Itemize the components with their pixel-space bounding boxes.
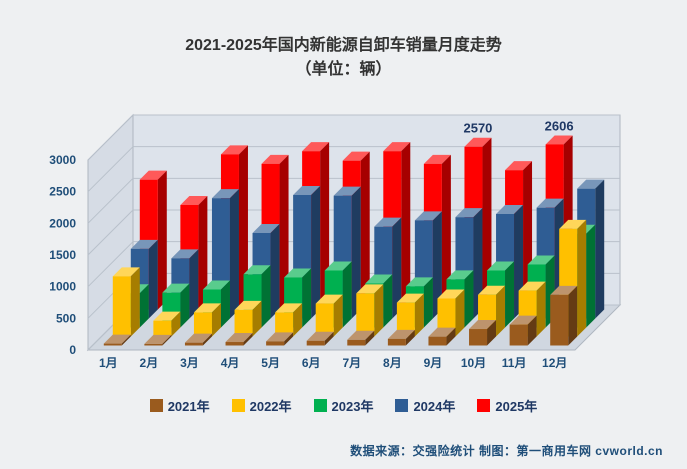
bar-2021年-11月 xyxy=(509,324,528,346)
bar-2021年-8月 xyxy=(387,338,406,346)
bar-2022年-9月 xyxy=(437,298,456,337)
axis-tick-label: 1月 xyxy=(99,356,118,370)
bar-2022年-1月 xyxy=(112,276,131,337)
legend-item-2021年: 2021年 xyxy=(149,396,210,415)
axis-tick-label: 4月 xyxy=(221,356,240,370)
bar-data-label: 2606 xyxy=(545,118,574,133)
bar-2021年-5月 xyxy=(266,341,285,346)
legend-label: 2021年 xyxy=(167,399,210,414)
legend-item-2023年: 2023年 xyxy=(313,396,374,415)
axis-tick-label: 3月 xyxy=(180,356,199,370)
legend-item-2024年: 2024年 xyxy=(395,396,455,415)
bar-2022年-3月 xyxy=(193,312,212,337)
axis-tick-label: 10月 xyxy=(461,356,486,370)
bar-2022年-8月 xyxy=(396,302,415,337)
axis-tick-label: 1500 xyxy=(49,248,76,262)
legend-swatch xyxy=(231,399,245,412)
bar-2021年-1月 xyxy=(103,343,122,346)
bar-2022年-7月 xyxy=(356,293,375,337)
axis-tick-label: 8月 xyxy=(383,356,402,370)
axis-tick-label: 5月 xyxy=(261,356,280,370)
bar-2021年-10月 xyxy=(469,329,488,346)
legend-swatch xyxy=(395,399,409,412)
bar-2022年-5月 xyxy=(275,312,294,337)
bar-data-label: 2570 xyxy=(463,121,492,136)
axis-tick-label: 500 xyxy=(56,311,76,325)
bar-2021年-9月 xyxy=(428,336,447,346)
legend-item-2022年: 2022年 xyxy=(231,396,292,415)
bar-2021年-4月 xyxy=(225,342,244,346)
legend-label: 2023年 xyxy=(331,399,374,414)
bar-2021年-3月 xyxy=(184,342,203,346)
legend-swatch xyxy=(477,399,491,412)
bar-2021年-12月 xyxy=(550,294,569,346)
legend-label: 2022年 xyxy=(249,399,292,414)
bar-2022年-6月 xyxy=(315,303,334,337)
legend-item-2025年: 2025年 xyxy=(477,396,537,415)
bar-2021年-6月 xyxy=(306,340,325,346)
bar-2021年-2月 xyxy=(144,343,163,346)
axis-tick-label: 6月 xyxy=(302,356,321,370)
axis-tick-label: 2月 xyxy=(140,356,159,370)
chart-title-line2: （单位：辆） xyxy=(295,61,392,78)
chart-title: 2021-2025年国内新能源自卸车销量月度走势 （单位：辆） xyxy=(0,34,687,82)
axis-tick-label: 11月 xyxy=(502,356,527,370)
source-note: 数据来源：交强险统计 制图：第一商用车网 cvworld.cn xyxy=(350,444,663,458)
axis-tick-label: 12月 xyxy=(542,356,567,370)
axis-tick-label: 3000 xyxy=(49,153,76,167)
axis-tick-label: 0 xyxy=(69,343,76,357)
legend-label: 2025年 xyxy=(495,399,538,414)
chart-title-line1: 2021-2025年国内新能源自卸车销量月度走势 xyxy=(185,37,502,54)
bar-2022年-2月 xyxy=(153,320,172,337)
axis-tick-label: 2000 xyxy=(49,216,76,230)
legend-label: 2024年 xyxy=(413,399,456,414)
axis-tick-label: 1000 xyxy=(49,280,76,294)
bar-2021年-7月 xyxy=(347,339,366,346)
axis-tick-label: 2500 xyxy=(49,185,76,199)
bar-2022年-4月 xyxy=(234,309,253,337)
legend-swatch xyxy=(149,399,163,412)
axis-tick-label: 7月 xyxy=(342,356,361,370)
legend-swatch xyxy=(313,399,327,412)
legend: 2021年 2022年 2023年 2024年 2025年 xyxy=(0,396,687,415)
axis-tick-label: 9月 xyxy=(424,356,443,370)
